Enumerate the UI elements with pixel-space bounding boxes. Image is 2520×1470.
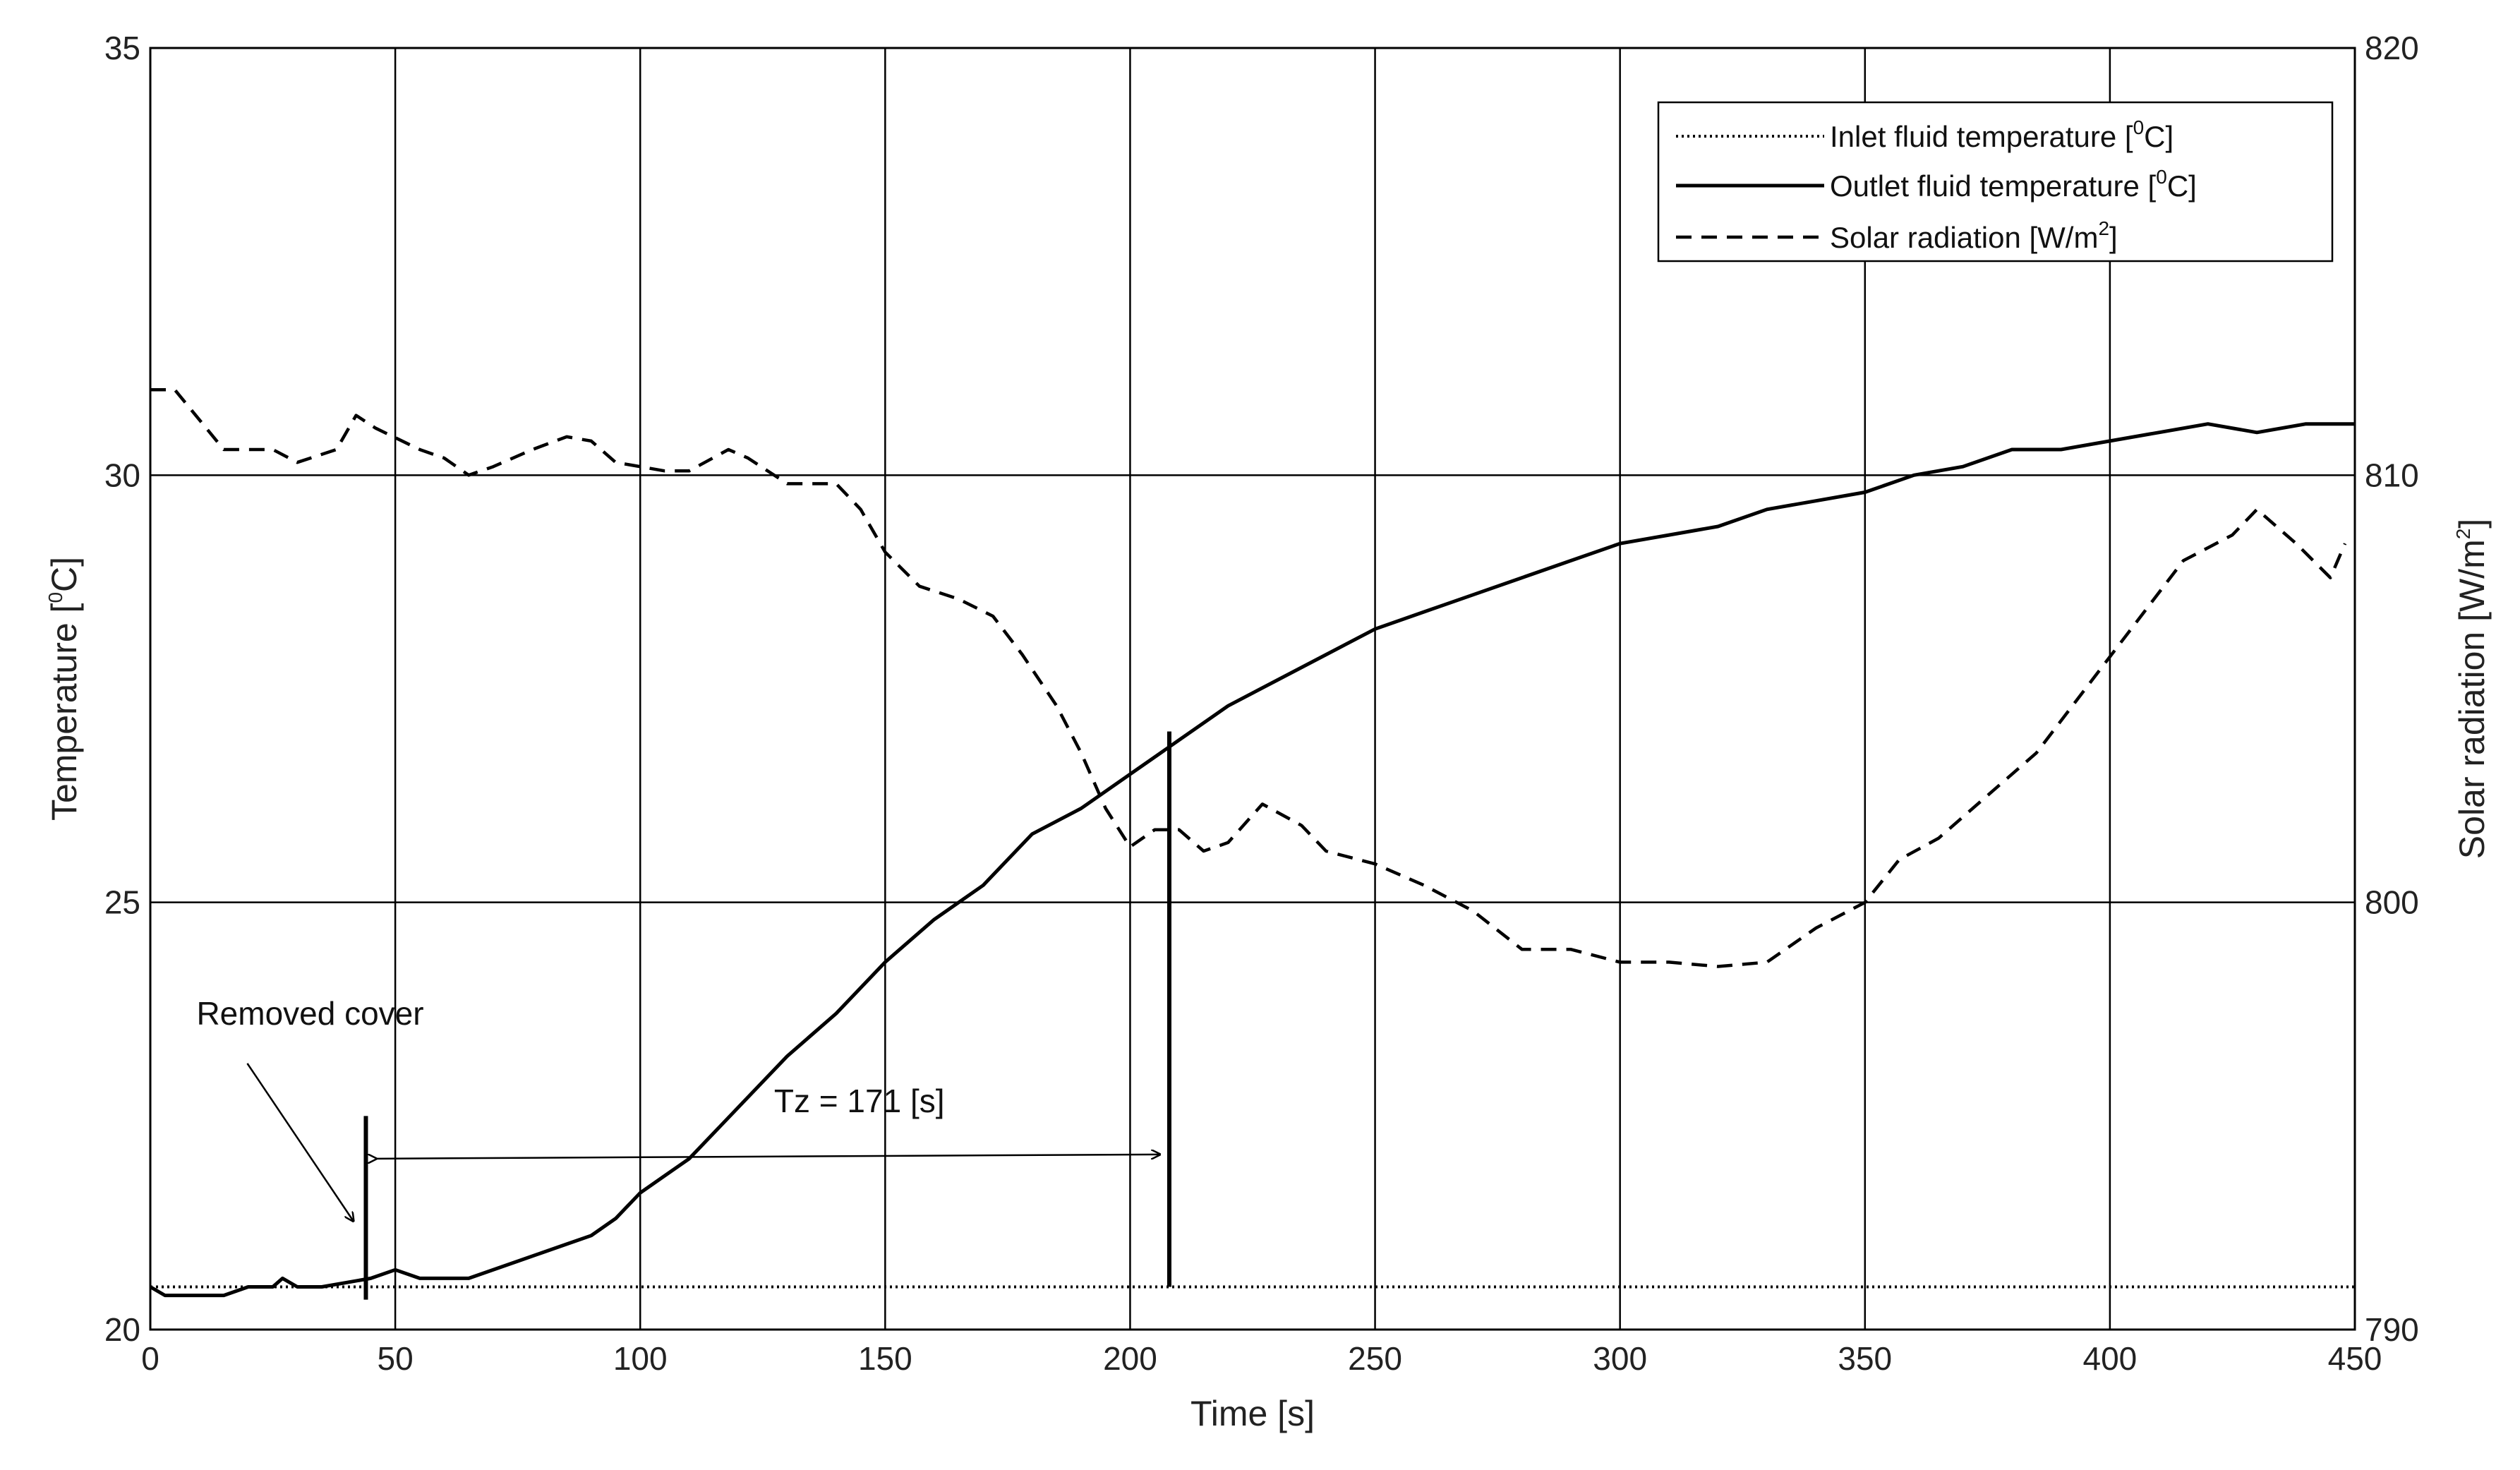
legend-entry-outlet: Outlet fluid temperature [0C]: [1830, 166, 2197, 203]
x-tick-label: 100: [613, 1340, 668, 1377]
removed-cover-arrow: [246, 1063, 353, 1221]
y2-tick-label: 790: [2365, 1311, 2419, 1348]
y-axis-label: Temperature [0C]: [44, 557, 84, 821]
series-line-solar-radiation: [150, 388, 2347, 968]
tz-double-arrow: [375, 1155, 1159, 1159]
x-axis-label: Time [s]: [1190, 1394, 1315, 1433]
x-tick-label: 350: [1838, 1340, 1892, 1377]
y-tick-label: 35: [104, 30, 140, 66]
removed-cover-annotation: Removed cover: [196, 995, 423, 1032]
y-tick-label: 30: [104, 457, 140, 493]
legend-box: [1657, 101, 2334, 263]
x-tick-label: 300: [1593, 1340, 1647, 1377]
legend-entry-solar: Solar radiation [W/m2]: [1830, 217, 2118, 254]
y-tick-label: 20: [104, 1311, 140, 1348]
y2-tick-label: 820: [2365, 30, 2419, 66]
x-tick-label: 200: [1103, 1340, 1157, 1377]
y2-axis-label: Solar radiation [W/m2]: [2452, 519, 2492, 859]
y-tick-labels: 20 25 30 35: [104, 30, 140, 1348]
y2-tick-label: 800: [2365, 884, 2419, 921]
plot-frame: [149, 47, 2356, 1331]
y2-tick-label: 810: [2365, 457, 2419, 493]
legend-entry-inlet: Inlet fluid temperature [0C]: [1830, 116, 2174, 153]
legend: Inlet fluid temperature [0C] Outlet flui…: [1657, 101, 2334, 263]
x-tick-label: 50: [378, 1340, 414, 1377]
y-tick-label: 25: [104, 884, 140, 921]
series-layer: [149, 388, 2355, 1298]
x-tick-labels: 0 50 100 150 200 250 300 350 400 450: [141, 1340, 2382, 1377]
y2-tick-labels: 790 800 810 820: [2365, 30, 2419, 1348]
series-line-outlet-temperature: [149, 422, 2355, 1298]
x-tick-label: 400: [2083, 1340, 2138, 1377]
tz-annotation: Tz = 171 [s]: [774, 1083, 945, 1119]
x-tick-label: 250: [1348, 1340, 1402, 1377]
x-tick-label: 0: [141, 1340, 159, 1377]
x-tick-label: 150: [858, 1340, 912, 1377]
annotation-layer: Removed cover Tz = 171 [s]: [196, 731, 1171, 1300]
x-tick-label: 450: [2328, 1340, 2382, 1377]
